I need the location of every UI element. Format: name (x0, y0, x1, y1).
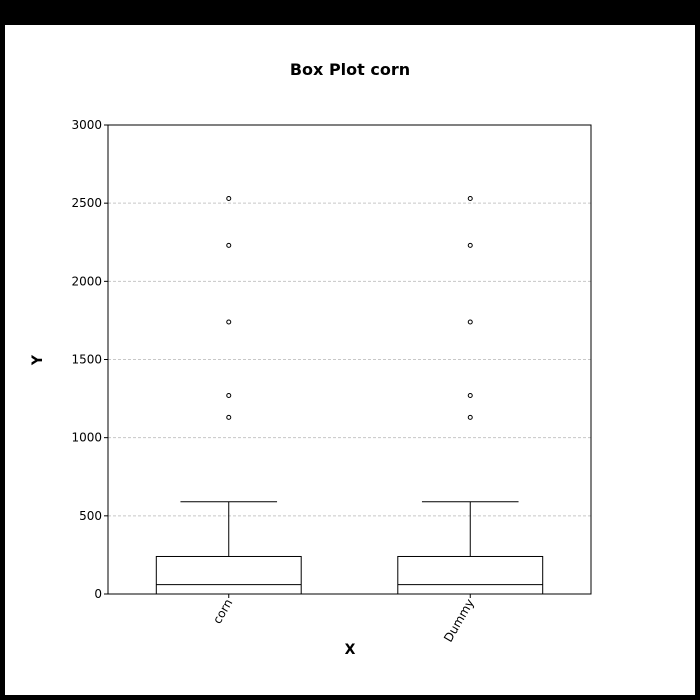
outlier-point (226, 392, 232, 398)
box-body (155, 555, 302, 595)
x-tick-label: Dummy (441, 597, 477, 645)
y-axis-title: Y (30, 354, 46, 366)
outlier-point (467, 319, 473, 325)
y-tick-label: 500 (79, 509, 102, 523)
y-axis-ticks: 0 500 1000 1500 2000 2500 3000 (71, 118, 108, 601)
y-tick-label: 1000 (71, 431, 102, 445)
outlier-point (467, 414, 473, 420)
y-tick-label: 2500 (71, 196, 102, 210)
y-tick-label: 1500 (71, 353, 102, 367)
x-axis-ticks: corn Dummy (210, 594, 477, 644)
x-axis-title: X (345, 642, 356, 658)
y-tick-label: 2000 (71, 274, 102, 288)
box-dummy (397, 195, 544, 595)
box-corn (155, 195, 302, 595)
outlier-point (226, 195, 232, 201)
grid-lines (108, 202, 591, 517)
outlier-point (226, 242, 232, 248)
outlier-point (226, 414, 232, 420)
outlier-point (467, 242, 473, 248)
box-body (397, 555, 544, 595)
outlier-point (467, 195, 473, 201)
box-series (155, 195, 544, 595)
outlier-point (467, 392, 473, 398)
chart-title: Box Plot corn (290, 60, 410, 79)
x-tick-label: corn (210, 597, 235, 627)
plot-area-frame (107, 124, 592, 595)
y-tick-label: 3000 (71, 118, 102, 132)
outlier-point (226, 319, 232, 325)
y-tick-label: 0 (94, 587, 102, 601)
